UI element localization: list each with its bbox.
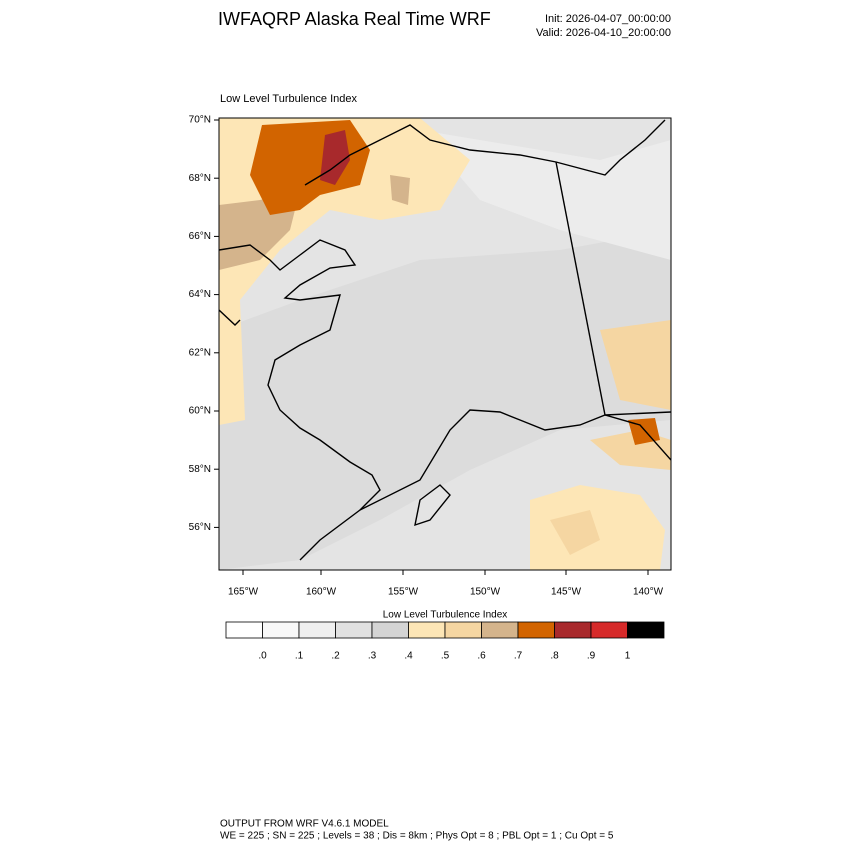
colorbar-label: .4 bbox=[404, 651, 413, 662]
colorbar-label: .2 bbox=[331, 651, 340, 662]
lat-label: 60°N bbox=[189, 406, 211, 417]
valid-time: Valid: 2026-04-10_20:00:00 bbox=[536, 27, 671, 39]
lon-label: 150°W bbox=[470, 587, 501, 598]
title: IWFAQRP Alaska Real Time WRF bbox=[218, 9, 491, 29]
init-time: Init: 2026-04-07_00:00:00 bbox=[545, 13, 671, 25]
map-field bbox=[219, 118, 671, 570]
footer-line: WE = 225 ; SN = 225 ; Levels = 38 ; Dis … bbox=[220, 831, 614, 842]
map-frame bbox=[218, 117, 672, 571]
colorbar-label: .6 bbox=[477, 651, 486, 662]
lat-label: 62°N bbox=[189, 347, 211, 358]
colorbar-box bbox=[481, 621, 519, 639]
colorbar-box bbox=[371, 621, 409, 639]
colorbar-label: .9 bbox=[587, 651, 596, 662]
colorbar-label: .1 bbox=[295, 651, 304, 662]
lat-labels: 70°N 68°N 66°N 64°N 62°N 60°N 58°N 56°N bbox=[189, 115, 219, 533]
lon-label: 165°W bbox=[228, 587, 259, 598]
lat-label: 68°N bbox=[189, 173, 211, 184]
footer-line: OUTPUT FROM WRF V4.6.1 MODEL bbox=[220, 819, 389, 830]
colorbar-label: .5 bbox=[441, 651, 450, 662]
lon-label: 140°W bbox=[633, 587, 664, 598]
colorbar: .0 .1 .2 .3 .4 .5 .6 .7 .8 .9 1 bbox=[225, 621, 665, 662]
lon-label: 155°W bbox=[388, 587, 419, 598]
map-title: Low Level Turbulence Index bbox=[220, 93, 357, 105]
lon-labels: 165°W 160°W 155°W 150°W 145°W 140°W bbox=[228, 570, 664, 598]
lat-label: 64°N bbox=[189, 289, 211, 300]
colorbar-box bbox=[590, 621, 628, 639]
colorbar-box bbox=[408, 621, 446, 639]
colorbar-box bbox=[225, 621, 263, 639]
colorbar-box bbox=[335, 621, 373, 639]
colorbar-label: .7 bbox=[514, 651, 523, 662]
colorbar-box bbox=[627, 621, 665, 639]
colorbar-label: 1 bbox=[625, 651, 631, 662]
colorbar-label: .8 bbox=[550, 651, 559, 662]
colorbar-label: .0 bbox=[258, 651, 267, 662]
lat-label: 70°N bbox=[189, 115, 211, 126]
colorbar-box bbox=[262, 621, 300, 639]
lon-label: 160°W bbox=[306, 587, 337, 598]
lat-label: 58°N bbox=[189, 464, 211, 475]
colorbar-title: Low Level Turbulence Index bbox=[383, 610, 508, 621]
colorbar-box bbox=[444, 621, 482, 639]
lat-label: 66°N bbox=[189, 231, 211, 242]
colorbar-box bbox=[517, 621, 555, 639]
colorbar-box bbox=[298, 621, 336, 639]
lon-label: 145°W bbox=[551, 587, 582, 598]
colorbar-box bbox=[554, 621, 592, 639]
colorbar-label: .3 bbox=[368, 651, 377, 662]
lat-label: 56°N bbox=[189, 522, 211, 533]
